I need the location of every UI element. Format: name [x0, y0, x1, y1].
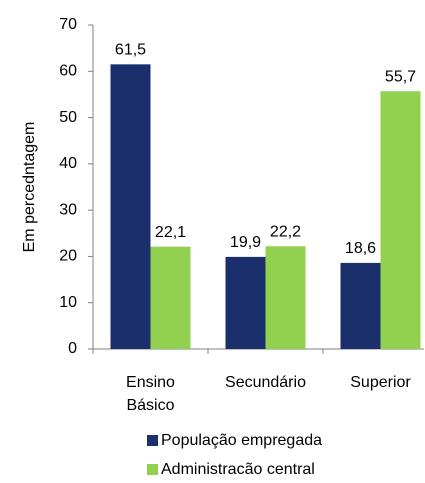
y-tick-label: 0: [68, 340, 77, 357]
y-tick-label: 10: [59, 294, 77, 311]
data-label: 22,1: [155, 224, 186, 241]
legend-label: Administracão central: [161, 461, 315, 478]
data-label: 22,2: [270, 223, 301, 240]
y-tick-label: 60: [59, 63, 77, 80]
x-tick-label: Ensino Básico: [126, 374, 175, 414]
bar: [380, 91, 421, 349]
bar: [110, 64, 151, 349]
legend-swatch: [147, 464, 158, 475]
data-label: 61,5: [115, 42, 146, 59]
y-tick-label: 70: [59, 16, 77, 33]
data-label: 55,7: [385, 68, 416, 85]
bar: [225, 256, 266, 349]
y-tick-label: 20: [59, 248, 77, 265]
x-tick-label: Superior: [350, 374, 411, 391]
y-tick-label: 50: [59, 109, 77, 126]
bar: [340, 262, 381, 349]
bar: [150, 246, 191, 349]
y-axis-label: Em percedntagem: [21, 122, 38, 253]
x-tick-label: Secundário: [225, 374, 306, 391]
legend-swatch: [147, 435, 158, 446]
data-label: 19,9: [230, 234, 261, 251]
bar: [265, 246, 306, 349]
y-tick-label: 30: [59, 201, 77, 218]
legend-label: População empregada: [161, 432, 322, 449]
y-tick-label: 40: [59, 155, 77, 172]
data-label: 18,6: [345, 240, 376, 257]
